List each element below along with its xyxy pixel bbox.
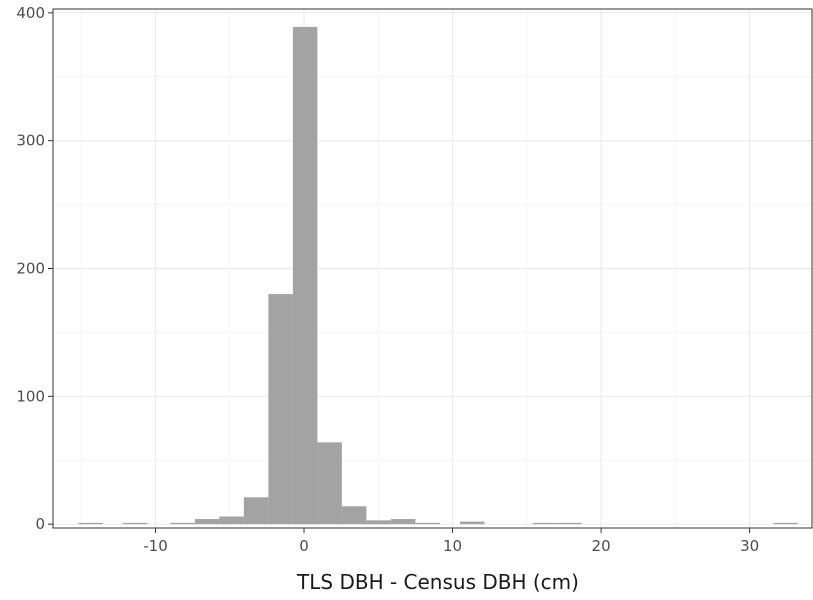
histogram-bar [122,522,148,525]
y-tick-label: 400 [16,4,45,22]
histogram-bar [773,522,798,525]
histogram-bar [268,294,293,525]
histogram-bar [390,519,416,525]
x-axis: -10 0 10 20 30 [143,528,759,555]
histogram-bar [415,522,440,525]
histogram-bar [341,506,367,525]
x-tick-label: 20 [592,537,611,555]
y-tick-label: 100 [16,387,45,405]
histogram-bar [292,26,318,525]
x-tick-label: 0 [299,537,309,555]
histogram-bar [219,516,244,525]
histogram-bar [170,522,195,525]
x-tick-label: -10 [143,537,168,555]
y-tick-label: 300 [16,132,45,150]
y-axis: 0 100 200 300 400 [16,4,53,533]
histogram-bar [532,522,558,525]
histogram-bar [557,522,582,525]
histogram-bar [317,442,342,525]
histogram-bar [243,497,269,525]
histogram-bar [459,521,485,525]
histogram-bar [78,522,103,525]
x-axis-title: TLS DBH - Census DBH (cm) [296,570,579,594]
y-tick-label: 0 [35,515,45,533]
histogram-bar [194,519,220,525]
x-tick-label: 10 [443,537,462,555]
histogram-bar [366,520,391,525]
y-tick-label: 200 [16,260,45,278]
histogram-bars [78,26,798,525]
x-tick-label: 30 [740,537,759,555]
